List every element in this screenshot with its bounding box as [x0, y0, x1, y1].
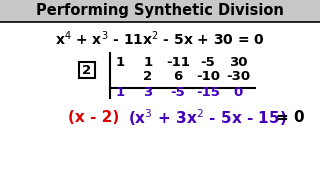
Text: Performing Synthetic Division: Performing Synthetic Division: [36, 3, 284, 19]
Text: x$^4$ + x$^3$ - 11x$^2$ - 5x + 30 = 0: x$^4$ + x$^3$ - 11x$^2$ - 5x + 30 = 0: [55, 30, 265, 48]
Text: 1: 1: [116, 55, 124, 69]
Text: = 0: = 0: [276, 111, 305, 125]
Text: -10: -10: [196, 69, 220, 82]
Text: -11: -11: [166, 55, 190, 69]
Bar: [0, 0, 320, 22]
Text: 1: 1: [116, 86, 124, 98]
Text: 3: 3: [143, 86, 153, 98]
Text: 1: 1: [143, 55, 153, 69]
Text: -15: -15: [196, 86, 220, 98]
Text: -5: -5: [171, 86, 185, 98]
Bar: [79, 62, 95, 78]
Text: (x - 2): (x - 2): [68, 111, 119, 125]
Text: 0: 0: [233, 86, 243, 98]
Text: 2: 2: [143, 69, 153, 82]
Text: 30: 30: [229, 55, 247, 69]
Text: 2: 2: [83, 64, 92, 76]
Text: 6: 6: [173, 69, 183, 82]
Text: (x$^3$ + 3x$^2$ - 5x - 15): (x$^3$ + 3x$^2$ - 5x - 15): [128, 108, 287, 128]
Text: -30: -30: [226, 69, 250, 82]
Text: -5: -5: [201, 55, 215, 69]
